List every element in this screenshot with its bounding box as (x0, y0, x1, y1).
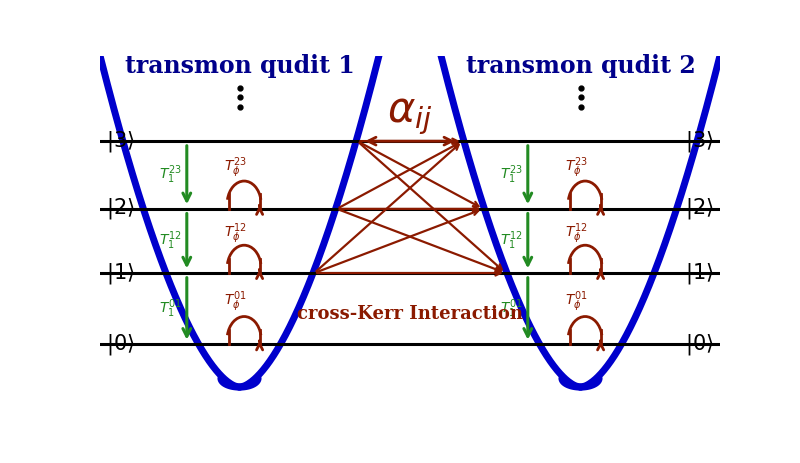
Text: $|3\rangle$: $|3\rangle$ (686, 129, 714, 154)
Text: $T_1^{01}$: $T_1^{01}$ (500, 297, 523, 320)
Text: $T_\phi^{01}$: $T_\phi^{01}$ (565, 289, 588, 314)
FancyArrowPatch shape (360, 138, 458, 144)
FancyArrowPatch shape (339, 144, 458, 207)
Text: $T_\phi^{23}$: $T_\phi^{23}$ (224, 156, 247, 180)
FancyArrowPatch shape (359, 143, 502, 269)
Text: $T_\phi^{23}$: $T_\phi^{23}$ (565, 156, 588, 180)
Text: $T_1^{23}$: $T_1^{23}$ (500, 164, 523, 186)
Text: transmon qudit 2: transmon qudit 2 (466, 54, 695, 78)
Text: $|0\rangle$: $|0\rangle$ (106, 332, 134, 357)
Text: $T_\phi^{12}$: $T_\phi^{12}$ (224, 222, 247, 246)
Text: $|1\rangle$: $|1\rangle$ (686, 261, 714, 286)
Text: $|3\rangle$: $|3\rangle$ (106, 129, 134, 154)
Text: $T_1^{12}$: $T_1^{12}$ (159, 230, 182, 252)
Text: $T_\phi^{12}$: $T_\phi^{12}$ (565, 222, 588, 246)
Text: $|2\rangle$: $|2\rangle$ (686, 196, 714, 221)
Text: $T_\phi^{01}$: $T_\phi^{01}$ (224, 289, 247, 314)
Text: $T_1^{12}$: $T_1^{12}$ (500, 230, 523, 252)
FancyArrowPatch shape (339, 210, 501, 272)
FancyArrowPatch shape (317, 270, 501, 275)
FancyArrowPatch shape (340, 206, 478, 211)
Text: $|1\rangle$: $|1\rangle$ (106, 261, 134, 286)
FancyArrowPatch shape (317, 210, 478, 272)
Text: $|2\rangle$: $|2\rangle$ (106, 196, 134, 221)
Text: $|0\rangle$: $|0\rangle$ (686, 332, 714, 357)
FancyArrowPatch shape (316, 144, 458, 271)
Text: $\alpha_{ij}$: $\alpha_{ij}$ (387, 95, 433, 137)
Text: $T_1^{01}$: $T_1^{01}$ (159, 297, 182, 320)
Text: $T_1^{23}$: $T_1^{23}$ (159, 164, 182, 186)
Text: transmon qudit 1: transmon qudit 1 (125, 54, 354, 78)
Text: cross-Kerr Interaction: cross-Kerr Interaction (297, 305, 523, 323)
FancyArrowPatch shape (360, 143, 478, 206)
